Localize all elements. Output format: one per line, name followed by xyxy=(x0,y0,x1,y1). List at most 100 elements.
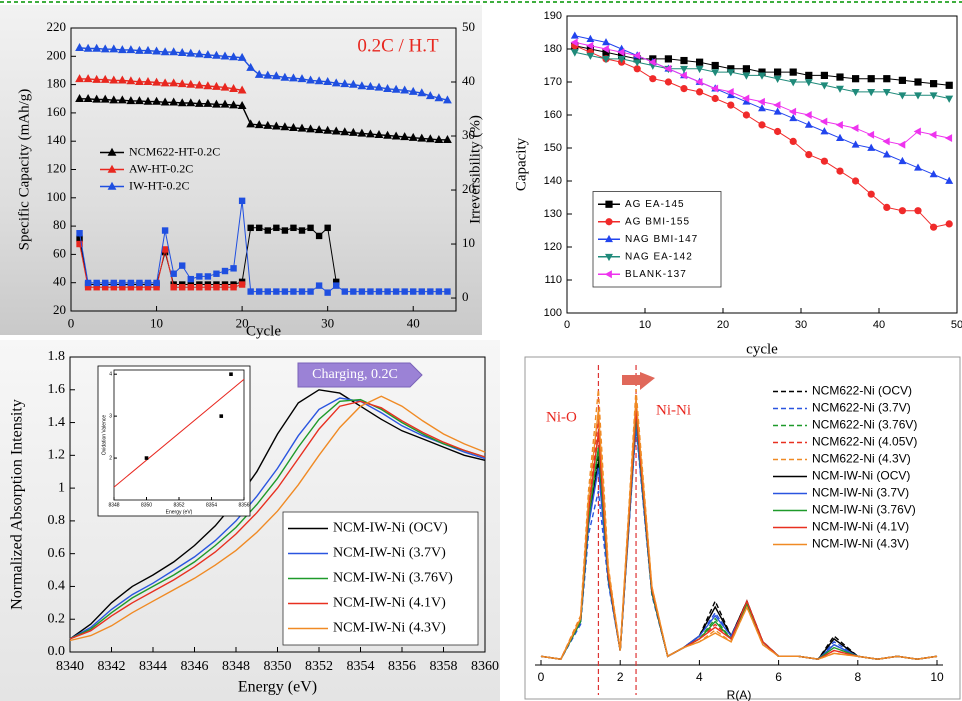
annotation: Ni-O xyxy=(546,409,577,425)
y2-tick-label: 20 xyxy=(462,181,475,196)
marker xyxy=(204,273,212,280)
marker xyxy=(100,74,110,83)
x-tick-label: 30 xyxy=(321,316,334,331)
x-axis-label: Cycle xyxy=(246,323,281,339)
marker xyxy=(143,45,153,54)
marker xyxy=(161,246,169,253)
marker xyxy=(366,81,375,90)
marker xyxy=(427,288,434,295)
marker xyxy=(169,97,179,106)
marker xyxy=(314,125,324,134)
marker xyxy=(237,85,247,94)
marker xyxy=(358,288,366,295)
pointer-arrow xyxy=(622,372,655,390)
marker xyxy=(586,52,595,60)
marker xyxy=(323,125,333,134)
marker xyxy=(929,170,938,178)
x-tick-label: 8346 xyxy=(181,659,209,674)
marker xyxy=(281,227,289,234)
marker xyxy=(298,227,306,234)
marker xyxy=(789,68,797,76)
marker xyxy=(119,279,126,287)
marker xyxy=(203,98,213,107)
marker xyxy=(617,56,626,64)
y-tick-label: 0.6 xyxy=(48,546,66,561)
marker xyxy=(417,133,427,142)
y-axis-label: Capacity xyxy=(513,137,529,191)
marker xyxy=(391,84,401,93)
marker xyxy=(820,157,829,165)
marker xyxy=(135,76,144,85)
marker xyxy=(602,56,610,64)
marker xyxy=(602,48,610,56)
marker xyxy=(213,284,220,291)
legend-label: NCM-IW-Ni (3.76V) xyxy=(333,571,453,586)
marker xyxy=(408,132,418,141)
marker xyxy=(315,232,323,240)
marker xyxy=(212,99,221,108)
marker xyxy=(367,288,374,295)
marker xyxy=(836,73,844,81)
marker xyxy=(773,101,781,110)
marker xyxy=(570,38,578,47)
marker xyxy=(758,72,766,80)
marker xyxy=(152,96,161,105)
marker xyxy=(306,75,315,84)
legend-label: NCM622-Ni (4.05V) xyxy=(812,435,917,449)
legend-label: NAG BMI-147 xyxy=(625,234,698,245)
annotation: Charging, 0.2C xyxy=(312,367,398,382)
y2-tick-label: 30 xyxy=(462,127,475,142)
x-tick-label: 8348 xyxy=(222,659,250,674)
marker xyxy=(820,117,828,126)
marker xyxy=(602,38,610,46)
marker xyxy=(186,79,196,88)
y-tick-label: 160 xyxy=(544,109,562,121)
y-tick-label: 4 xyxy=(109,372,112,378)
marker xyxy=(788,107,797,116)
marker xyxy=(179,284,186,291)
marker xyxy=(160,97,170,106)
y-tick-label: 200 xyxy=(47,47,67,62)
marker xyxy=(374,82,384,91)
marker xyxy=(126,76,136,85)
series-line xyxy=(69,395,486,642)
legend-label: NCM-IW-Ni (3.7V) xyxy=(812,486,909,500)
marker xyxy=(170,284,177,291)
marker xyxy=(187,275,194,283)
legend-label: BLANK-137 xyxy=(625,269,687,280)
x-tick-label: 8356 xyxy=(388,659,416,674)
marker xyxy=(152,77,161,86)
marker xyxy=(169,47,179,56)
legend-label: NCM622-Ni (3.76V) xyxy=(812,418,917,432)
marker xyxy=(229,84,238,93)
marker xyxy=(929,130,937,139)
annotation: 0.2C / H.T xyxy=(357,35,439,56)
marker xyxy=(238,197,246,205)
marker xyxy=(357,81,367,90)
marker xyxy=(340,127,350,136)
marker xyxy=(152,46,161,55)
marker xyxy=(357,128,367,137)
marker xyxy=(256,224,263,232)
marker xyxy=(263,70,273,79)
marker xyxy=(348,127,358,136)
y-tick-label: 120 xyxy=(544,241,562,253)
y-tick-label: 190 xyxy=(544,10,562,22)
marker xyxy=(773,107,782,115)
marker xyxy=(196,273,203,280)
annotation: Ni-Ni xyxy=(656,402,691,418)
x-tick-label: 8354 xyxy=(347,659,375,674)
marker xyxy=(727,101,735,109)
x-axis-label: Energy (eV) xyxy=(166,509,193,515)
marker xyxy=(273,288,280,295)
y-tick-label: 1.4 xyxy=(48,415,66,430)
marker xyxy=(109,75,119,84)
marker xyxy=(177,79,187,88)
marker xyxy=(213,270,220,277)
legend-label: NCM622-Ni (3.7V) xyxy=(812,401,911,415)
marker xyxy=(820,71,828,79)
legend-label: AG BMI-155 xyxy=(625,216,690,227)
x-axis-label: R(A) xyxy=(727,688,752,701)
legend-marker xyxy=(605,200,613,208)
